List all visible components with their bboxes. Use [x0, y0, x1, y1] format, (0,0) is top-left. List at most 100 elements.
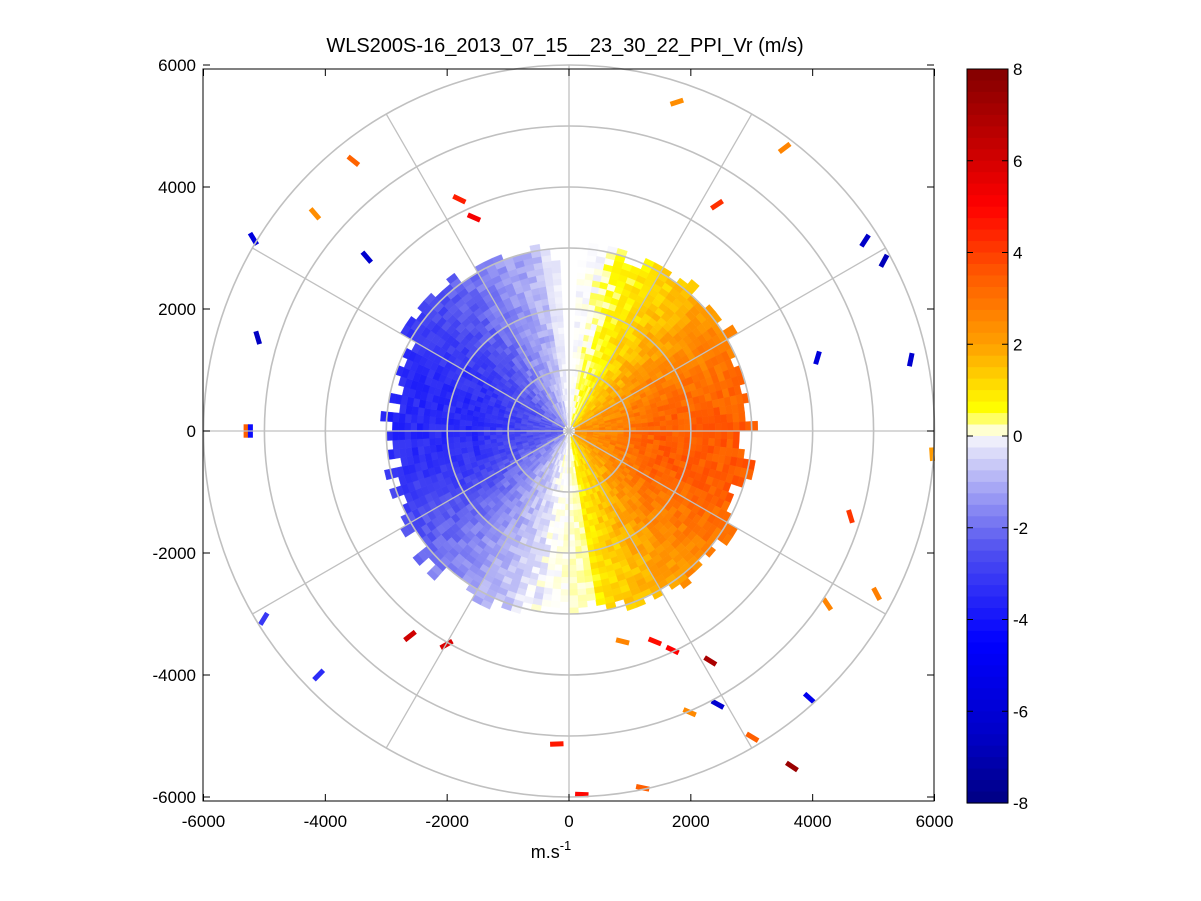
- range-gate-cell: [617, 425, 624, 429]
- range-gate-cell: [412, 553, 425, 566]
- range-gate-cell: [560, 583, 570, 590]
- range-gate-cell: [720, 438, 728, 448]
- range-gate-cell: [659, 420, 667, 427]
- range-gate-cell: [577, 260, 588, 268]
- range-gate-cell: [574, 533, 581, 541]
- colorbar-tick-label: 4: [1013, 244, 1022, 263]
- range-gate-cell: [564, 509, 570, 517]
- outer-gate-mark: [745, 731, 760, 743]
- outer-gate-mark: [615, 637, 630, 646]
- range-gate-cell: [560, 351, 566, 359]
- range-gate-cell: [550, 539, 558, 547]
- range-gate-cell: [568, 558, 577, 566]
- range-gate-cell: [720, 414, 728, 424]
- outer-gate-mark: [710, 198, 724, 211]
- range-gate-cell: [582, 291, 592, 299]
- range-gate-cell: [554, 558, 563, 566]
- range-gate-cell: [471, 435, 479, 442]
- colorbar-tick-label: -2: [1013, 519, 1028, 538]
- colorbar-bin: [967, 745, 1008, 758]
- colorbar-bin: [967, 286, 1008, 299]
- x-axis-label-base: m.s: [531, 842, 560, 862]
- range-gate-cell: [546, 291, 556, 299]
- range-gate-cell: [647, 430, 655, 436]
- colorbar-bin: [967, 206, 1008, 219]
- range-gate-cell: [707, 407, 715, 417]
- range-gate-cell: [576, 582, 586, 590]
- colorbar-bin: [967, 321, 1008, 334]
- range-gate-cell: [635, 423, 643, 428]
- range-gate-cell: [578, 521, 585, 529]
- x-axis-label: m.s-1: [531, 838, 572, 862]
- range-gate-cell: [582, 563, 592, 571]
- range-gate-cell: [575, 290, 584, 298]
- colorbar-bin: [967, 436, 1008, 449]
- range-gate-cell: [554, 296, 563, 304]
- outer-gate-mark: [669, 97, 684, 107]
- range-gate-cell: [582, 297, 591, 305]
- y-tick-label: 6000: [158, 56, 196, 75]
- range-gate-cell: [553, 284, 562, 292]
- x-tick-label: 2000: [672, 812, 710, 831]
- range-gate-cell: [739, 421, 746, 432]
- range-gate-cell: [575, 564, 584, 572]
- range-gate-cell: [695, 416, 704, 425]
- range-gate-cell: [696, 430, 704, 439]
- range-gate-cell: [666, 430, 673, 437]
- range-gate-cell: [471, 425, 479, 432]
- range-gate-cell: [577, 600, 588, 608]
- colorbar-bin: [967, 367, 1008, 380]
- range-gate-cell: [665, 419, 673, 427]
- colorbar-bin: [967, 298, 1008, 311]
- range-gate-cell: [429, 408, 437, 418]
- range-gate-cell: [422, 415, 430, 424]
- range-gate-cell: [423, 407, 431, 417]
- range-gate-cell: [708, 423, 716, 432]
- range-gate-cell: [465, 419, 473, 427]
- range-gate-cell: [568, 589, 578, 596]
- x-tick-label: 0: [564, 812, 573, 831]
- outer-gate-mark: [710, 698, 725, 710]
- colorbar-bin: [967, 458, 1008, 472]
- range-gate-cell: [422, 423, 430, 432]
- range-gate-cell: [558, 521, 565, 529]
- range-gate-cell: [471, 440, 479, 447]
- outer-gate-mark: [859, 233, 871, 248]
- range-gate-cell: [416, 414, 424, 424]
- range-gate-cell: [679, 577, 692, 590]
- range-gate-cell: [453, 436, 461, 444]
- range-gate-cell: [666, 425, 673, 432]
- outer-gate-mark: [312, 668, 326, 682]
- range-gate-cell: [552, 272, 562, 280]
- range-gate-cell: [386, 430, 393, 441]
- colorbar-bin: [967, 527, 1008, 540]
- range-gate-cell: [410, 438, 418, 448]
- range-gate-cell: [434, 416, 443, 425]
- range-gate-cell: [576, 576, 586, 584]
- range-gate-cell: [576, 570, 585, 578]
- range-gate-cell: [646, 417, 655, 423]
- colorbar-bin: [967, 114, 1008, 127]
- range-gate-cell: [577, 588, 587, 596]
- range-gate-cell: [568, 576, 578, 584]
- outer-gate-mark: [665, 644, 680, 656]
- range-gate-cell: [495, 434, 503, 439]
- range-gate-cell: [665, 435, 673, 443]
- colorbar-bin: [967, 780, 1008, 793]
- range-gate-cell: [459, 441, 467, 449]
- range-gate-cell: [446, 430, 454, 438]
- range-gate-cell: [477, 425, 485, 432]
- range-gate-cell: [477, 430, 485, 437]
- colorbar-bin: [967, 149, 1008, 162]
- range-gate-cell: [695, 437, 704, 446]
- range-gate-cell: [560, 589, 570, 596]
- range-gate-cell: [398, 439, 406, 450]
- range-gate-cell: [541, 599, 552, 608]
- range-gate-cell: [568, 601, 579, 609]
- range-gate-cell: [563, 382, 568, 389]
- x-tick-label: 6000: [916, 812, 954, 831]
- y-tick-label: -6000: [153, 788, 196, 807]
- colorbar-bin: [967, 401, 1008, 414]
- range-gate-cell: [578, 527, 586, 535]
- range-gate-cell: [553, 333, 560, 341]
